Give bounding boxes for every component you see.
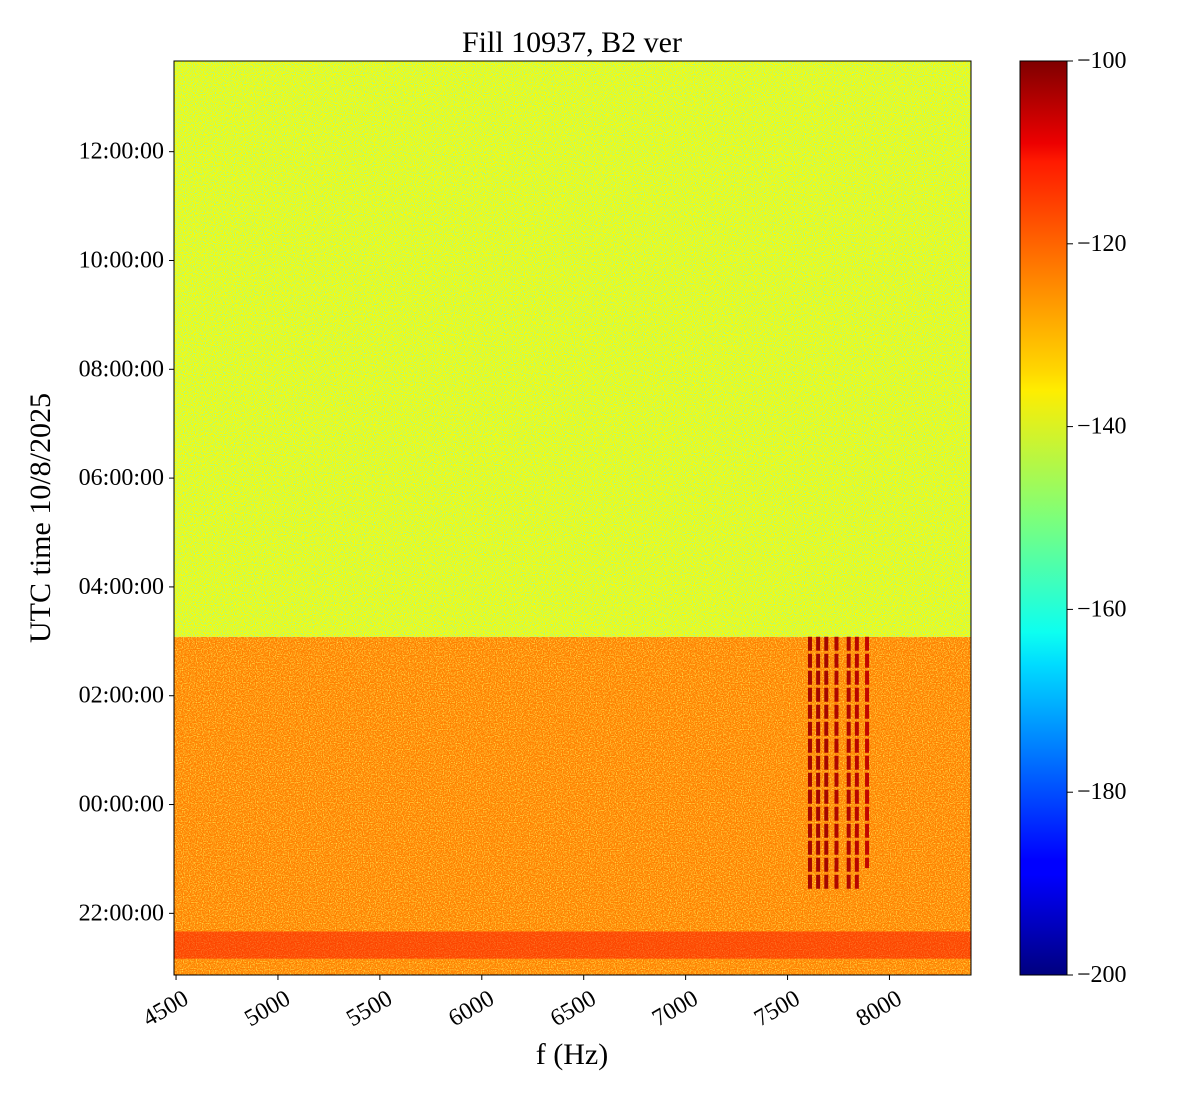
y-tick-label: 04:00:00 [79, 574, 164, 600]
heatmap [174, 61, 971, 975]
heatmap-region-noise-red [174, 636, 971, 975]
plot-frame [173, 60, 972, 976]
y-axis: 22:00:00 00:00:00 02:00:00 04:00:00 06:00:00… [79, 139, 174, 926]
colorbar-tick-label: −100 [1077, 48, 1127, 74]
y-tick-label: 06:00:00 [79, 465, 164, 491]
colorbar: −100 −120 −140 −160 −180 −200 [1019, 48, 1127, 988]
y-axis-label: UTC time 10/8/2025 [24, 393, 57, 643]
plot-area [173, 60, 972, 976]
y-tick-label: 10:00:00 [79, 247, 164, 273]
colorbar-ticks: −100 −120 −140 −160 −180 −200 [1067, 48, 1127, 988]
heatmap-band [174, 931, 971, 959]
x-tick-label: 7500 [750, 986, 805, 1033]
y-tick-label: 22:00:00 [79, 900, 164, 926]
colorbar-gradient [1019, 60, 1068, 976]
colorbar-tick-label: −200 [1077, 962, 1127, 988]
x-tick-label: 5000 [240, 986, 295, 1033]
x-tick-label: 7000 [648, 986, 703, 1033]
heatmap-region-noise [174, 61, 971, 637]
colorbar-tick-label: −180 [1077, 779, 1127, 805]
x-tick-label: 6500 [546, 986, 601, 1033]
colorbar-tick-label: −160 [1077, 596, 1127, 622]
colorbar-tick-label: −140 [1077, 414, 1127, 440]
y-tick-label: 12:00:00 [79, 139, 164, 165]
chart-title: Fill 10937, B2 ver [462, 26, 682, 59]
x-tick-label: 5500 [342, 986, 397, 1033]
x-tick-label: 6000 [444, 986, 499, 1033]
x-axis: 4500 5000 5500 6000 6500 7000 7500 8000 [138, 975, 906, 1032]
y-tick-label: 00:00:00 [79, 792, 164, 818]
y-tick-label: 08:00:00 [79, 356, 164, 382]
x-tick-label: 4500 [138, 986, 193, 1033]
x-tick-label: 8000 [852, 986, 907, 1033]
x-axis-label: f (Hz) [536, 1038, 608, 1071]
colorbar-tick-label: −120 [1077, 231, 1127, 257]
y-tick-label: 02:00:00 [79, 683, 164, 709]
